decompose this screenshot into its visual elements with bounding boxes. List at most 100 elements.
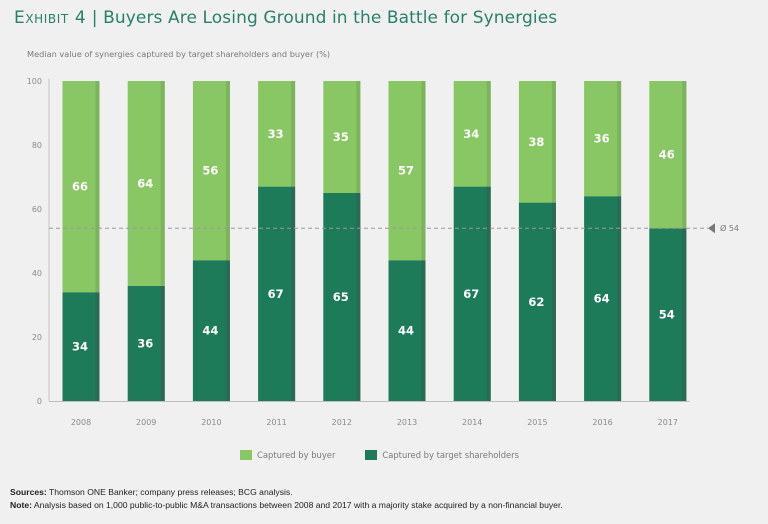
bar-segment-shade: [421, 81, 426, 261]
data-label-target-shareholders: 44: [202, 324, 218, 338]
bar-segment-buyer: [584, 81, 622, 197]
bar-segment-shade: [486, 81, 491, 187]
data-label-buyer: 56: [202, 164, 218, 178]
data-label-buyer: 35: [333, 130, 349, 144]
sources-line: Sources: Thomson ONE Banker; company pre…: [10, 486, 563, 499]
data-label-buyer: 64: [137, 176, 153, 190]
title-text: Buyers Are Losing Ground in the Battle f…: [103, 8, 558, 28]
bar-segment-shade: [682, 228, 687, 401]
data-label-target-shareholders: 34: [72, 340, 88, 354]
x-tick-label: 2016: [592, 418, 612, 427]
data-label-target-shareholders: 62: [528, 295, 544, 309]
note-line: Note: Analysis based on 1,000 public-to-…: [10, 499, 563, 512]
average-marker-icon: [708, 223, 715, 234]
bar-segment-target-shareholders: [518, 202, 556, 401]
x-tick-label: 2010: [201, 418, 221, 427]
x-tick-label: 2012: [332, 418, 352, 427]
bar-segment-shade: [617, 196, 622, 401]
bar-segment-target-shareholders: [388, 260, 426, 401]
note-label: Note:: [10, 500, 32, 510]
chart-subtitle: Median value of synergies captured by ta…: [27, 49, 331, 59]
bar-segment-shade: [160, 81, 165, 286]
data-label-buyer: 38: [528, 135, 544, 149]
data-label-target-shareholders: 64: [594, 292, 610, 306]
bar-segment-shade: [291, 186, 296, 401]
data-label-target-shareholders: 65: [333, 290, 349, 304]
y-tick-label: 0: [37, 397, 42, 406]
y-tick-label: 100: [27, 77, 42, 86]
title-separator: |: [91, 8, 98, 28]
bar-segment-buyer: [453, 81, 491, 187]
average-line-group: Ø 54: [49, 223, 739, 234]
legend-label-target: Captured by target shareholders: [382, 450, 519, 460]
bar-segment-shade: [682, 81, 687, 229]
data-label-target-shareholders: 36: [137, 336, 153, 350]
data-label-buyer: 46: [659, 148, 675, 162]
bar-segment-shade: [356, 193, 361, 401]
bar-segment-shade: [225, 81, 230, 261]
legend: Captured by buyer Captured by target sha…: [240, 450, 519, 460]
bar-segment-shade: [486, 186, 491, 401]
data-label-target-shareholders: 67: [463, 287, 479, 301]
axes: 0 20 40 60 80 100 2008 2009 2010 2011 2012 2013 2014…: [27, 77, 690, 427]
bar-segment-target-shareholders: [584, 196, 622, 401]
legend-item-buyer: Captured by buyer: [240, 450, 335, 460]
bar-segment-buyer: [649, 81, 687, 229]
bar-segment-target-shareholders: [258, 186, 296, 401]
average-label: Ø 54: [720, 223, 739, 233]
data-label-buyer: 34: [463, 127, 479, 141]
x-tick-label: 2017: [658, 418, 678, 427]
note-text: Analysis based on 1,000 public-to-public…: [31, 500, 563, 510]
bar-segment-shade: [291, 81, 296, 187]
bar-segment-target-shareholders: [323, 193, 361, 401]
data-label-buyer: 66: [72, 180, 88, 194]
bar-segment-shade: [551, 81, 556, 203]
bar-segment-target-shareholders: [62, 292, 100, 401]
bar-segment-shade: [160, 285, 165, 401]
x-tick-label: 2009: [136, 418, 156, 427]
bar-segment-target-shareholders: [453, 186, 491, 401]
bar-segment-shade: [225, 260, 230, 401]
data-label-target-shareholders: 67: [268, 287, 284, 301]
bar-segment-target-shareholders: [127, 285, 165, 401]
bars: 34 66 36 64 44 56 67 33 65 35 44 57 67 34 62 38 64 36 54 46: [62, 81, 687, 401]
x-tick-label: 2013: [397, 418, 417, 427]
legend-swatch-target: [365, 450, 378, 460]
bar-segment-target-shareholders: [649, 228, 687, 401]
bar-segment-shade: [95, 81, 100, 293]
y-tick-label: 60: [32, 205, 42, 214]
bar-segment-target-shareholders: [192, 260, 230, 401]
x-tick-label: 2011: [266, 418, 286, 427]
exhibit-label: Exhibit 4: [14, 8, 87, 28]
chart-title: Exhibit 4 | Buyers Are Losing Ground in …: [14, 8, 557, 28]
bar-segment-shade: [95, 292, 100, 401]
x-tick-label: 2015: [527, 418, 547, 427]
legend-label-buyer: Captured by buyer: [257, 450, 336, 460]
bar-segment-buyer: [62, 81, 100, 293]
bar-segment-buyer: [518, 81, 556, 203]
footer: Sources: Thomson ONE Banker; company pre…: [10, 486, 563, 512]
x-tick-label: 2014: [462, 418, 482, 427]
data-label-buyer: 33: [268, 127, 284, 141]
bar-segment-buyer: [258, 81, 296, 187]
bar-segment-buyer: [192, 81, 230, 261]
legend-swatch-buyer: [240, 450, 252, 460]
sources-text: Thomson ONE Banker; company press releas…: [46, 487, 293, 497]
y-tick-label: 80: [32, 141, 42, 150]
x-tick-label: 2008: [71, 418, 91, 427]
bar-segment-shade: [551, 202, 556, 401]
y-tick-label: 20: [32, 333, 42, 342]
y-tick-label: 40: [32, 269, 42, 278]
sources-label: Sources:: [10, 487, 47, 497]
bar-segment-shade: [617, 81, 622, 197]
bar-segment-buyer: [388, 81, 426, 261]
data-label-target-shareholders: 54: [659, 308, 675, 322]
legend-item-target: Captured by target shareholders: [365, 450, 519, 460]
data-label-buyer: 36: [594, 132, 610, 146]
data-label-buyer: 57: [398, 164, 414, 178]
bar-segment-buyer: [323, 81, 361, 193]
data-label-target-shareholders: 44: [398, 324, 414, 338]
bar-segment-shade: [421, 260, 426, 401]
bar-segment-shade: [356, 81, 361, 193]
